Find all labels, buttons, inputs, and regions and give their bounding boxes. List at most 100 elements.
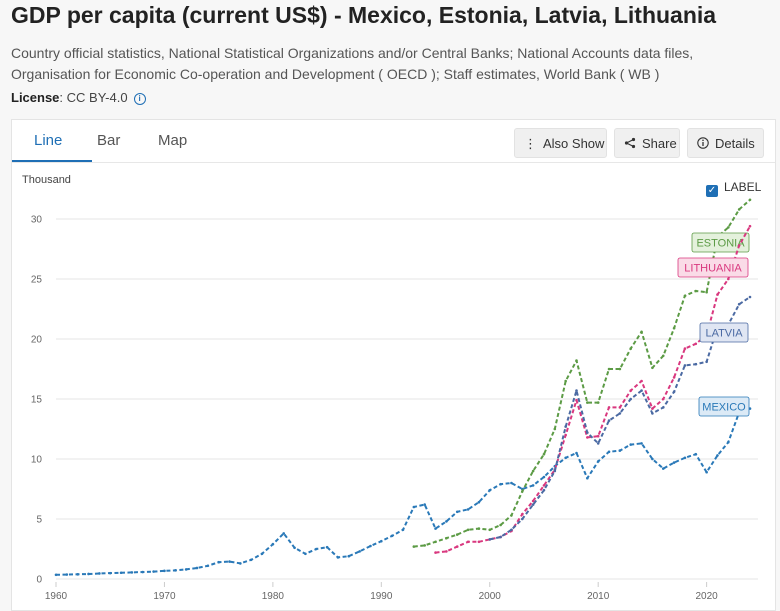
data-point xyxy=(629,347,633,350)
data-point xyxy=(607,406,611,409)
data-point xyxy=(119,571,123,575)
y-tick-label: 30 xyxy=(31,215,43,226)
data-point xyxy=(87,572,90,576)
data-point xyxy=(510,528,513,532)
series-label: ESTONIA xyxy=(696,238,745,250)
label-checkbox[interactable]: ✓ xyxy=(706,185,718,197)
x-tick-label: 1970 xyxy=(153,591,176,602)
data-point xyxy=(184,568,188,571)
y-tick-label: 15 xyxy=(31,395,43,406)
y-tick-label: 10 xyxy=(31,455,43,466)
data-point xyxy=(618,406,622,409)
data-point xyxy=(412,545,416,548)
data-point xyxy=(694,452,698,456)
data-point xyxy=(488,528,492,532)
data-point xyxy=(65,573,69,576)
data-point xyxy=(445,520,448,523)
series-label: MEXICO xyxy=(702,402,746,414)
data-point xyxy=(553,427,557,431)
data-point xyxy=(358,550,361,553)
source-text: Country official statistics, National St… xyxy=(11,45,694,82)
series-label: LATVIA xyxy=(705,328,743,340)
data-point xyxy=(542,484,546,487)
data-point xyxy=(531,499,535,503)
series-line xyxy=(55,407,751,576)
data-point xyxy=(661,406,665,409)
data-point xyxy=(640,330,643,334)
tab-map[interactable]: Map xyxy=(158,132,188,149)
more-vertical-icon: ⋮ xyxy=(524,136,537,151)
y-tick-label: 0 xyxy=(36,575,42,586)
series-label-box xyxy=(691,232,750,253)
also-show-button[interactable]: ⋮ Also Show xyxy=(514,128,607,158)
data-point xyxy=(575,451,578,455)
share-icon xyxy=(624,129,636,159)
data-point xyxy=(434,551,437,554)
data-point xyxy=(520,512,524,516)
data-point xyxy=(672,461,676,464)
data-point xyxy=(586,436,589,439)
tab-bar[interactable]: Bar xyxy=(97,132,121,149)
data-point xyxy=(488,488,492,492)
data-point xyxy=(228,560,231,563)
data-point xyxy=(748,224,752,228)
data-point xyxy=(520,517,524,521)
details-button[interactable]: Details xyxy=(687,128,764,158)
data-point xyxy=(510,514,513,517)
data-point xyxy=(596,442,600,445)
data-point xyxy=(499,482,502,486)
data-point xyxy=(249,558,253,562)
data-point xyxy=(596,460,600,463)
data-point xyxy=(640,379,643,383)
data-point xyxy=(445,536,448,540)
series-line xyxy=(413,199,751,548)
data-point xyxy=(466,508,470,511)
data-point xyxy=(108,571,112,575)
data-point xyxy=(466,528,470,532)
data-point xyxy=(477,500,481,504)
data-point xyxy=(737,244,741,247)
data-point xyxy=(737,208,741,211)
data-point xyxy=(531,503,535,506)
data-point xyxy=(694,362,698,366)
data-point xyxy=(661,467,665,470)
share-button[interactable]: Share xyxy=(614,128,680,158)
data-point xyxy=(477,540,481,544)
x-tick-label: 1990 xyxy=(370,591,393,602)
data-point xyxy=(683,364,687,367)
data-point xyxy=(510,481,513,485)
data-point xyxy=(76,573,79,576)
data-point xyxy=(564,433,567,437)
data-point xyxy=(586,476,589,480)
y-tick-label: 5 xyxy=(36,515,42,526)
data-point xyxy=(672,326,676,330)
data-point xyxy=(412,505,416,509)
data-point xyxy=(575,398,578,402)
data-point xyxy=(195,566,199,570)
data-point xyxy=(401,528,405,532)
data-point xyxy=(130,571,134,574)
share-label: Share xyxy=(642,136,677,151)
data-point xyxy=(651,457,654,461)
label-toggle[interactable]: ✓ LABEL xyxy=(706,180,761,197)
data-point xyxy=(748,295,752,299)
data-point xyxy=(423,544,426,547)
data-point xyxy=(716,293,719,296)
data-point xyxy=(705,470,708,474)
y-tick-label: 20 xyxy=(31,335,43,346)
data-point xyxy=(575,359,578,362)
data-point xyxy=(390,534,394,538)
data-point xyxy=(163,569,166,573)
data-point xyxy=(651,412,654,415)
info-icon[interactable]: i xyxy=(133,93,146,105)
data-point xyxy=(542,488,546,492)
data-point xyxy=(531,484,535,487)
data-point xyxy=(380,539,383,543)
data-point xyxy=(531,469,535,473)
tab-line[interactable]: Line xyxy=(34,132,63,149)
active-tab-indicator xyxy=(12,160,92,162)
y-unit-label: Thousand xyxy=(22,174,71,186)
data-point xyxy=(152,570,155,573)
data-point xyxy=(141,570,145,574)
data-point xyxy=(727,440,730,444)
